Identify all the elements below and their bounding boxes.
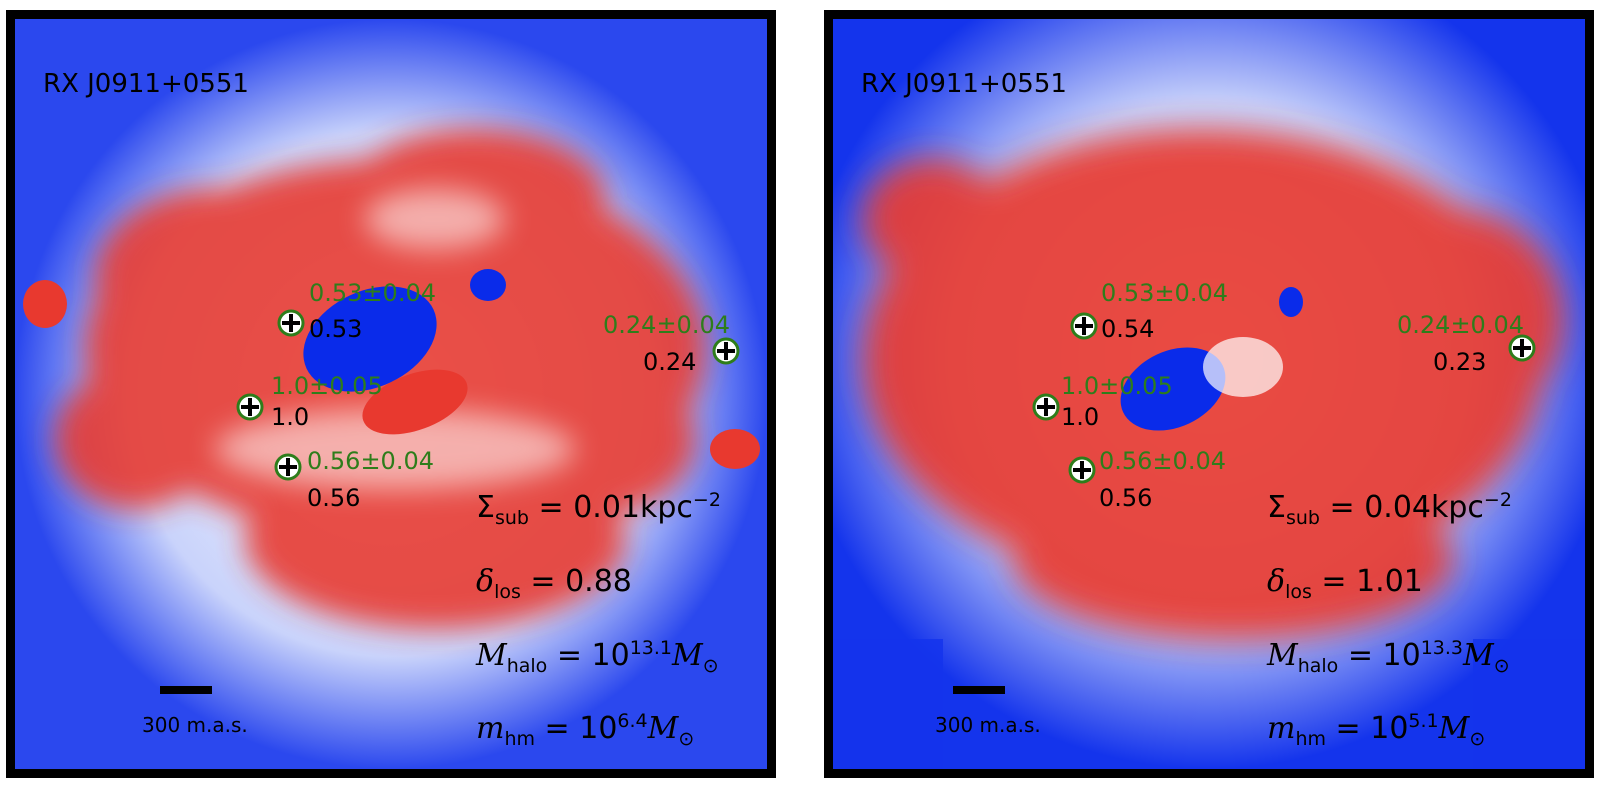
model-flux-d: 0.56 — [1099, 484, 1153, 512]
observed-flux-c: 1.0±0.05 — [271, 372, 383, 400]
lens-system-title: RX J0911+0551 — [861, 69, 1067, 99]
observed-flux-a: 0.53±0.04 — [309, 279, 436, 307]
lensed-image-marker-c — [236, 393, 264, 421]
model-flux-c: 1.0 — [271, 403, 310, 431]
observed-flux-c: 1.0±0.05 — [1061, 372, 1173, 400]
model-flux-b: 0.24 — [643, 348, 697, 376]
scale-bar — [160, 686, 212, 694]
delta-los-param: δlos = 0.88 — [476, 564, 632, 603]
convergence-map-panel-right: RX J0911+0551 0.53±0.04 0.54 0.24±0.04 0… — [824, 10, 1594, 778]
halo-mass-param: Mhalo = 1013.3M⊙ — [1267, 637, 1510, 677]
convergence-map-image — [833, 19, 1585, 769]
sigma-sub-param: Σsub = 0.04kpc−2 — [1267, 489, 1512, 529]
lensed-image-marker-d — [274, 453, 302, 481]
halo-mass-param: Mhalo = 1013.1M⊙ — [476, 637, 719, 677]
observed-flux-b: 0.24±0.04 — [603, 311, 730, 339]
scale-bar-label: 300 m.a.s. — [935, 713, 1041, 737]
lensed-image-marker-d — [1068, 456, 1096, 484]
observed-flux-d: 0.56±0.04 — [1099, 447, 1226, 475]
observed-flux-d: 0.56±0.04 — [307, 447, 434, 475]
observed-flux-b: 0.24±0.04 — [1397, 311, 1524, 339]
convergence-map-image — [15, 19, 767, 769]
delta-los-param: δlos = 1.01 — [1267, 564, 1423, 603]
half-mode-mass-param: mhm = 105.1M⊙ — [1267, 710, 1486, 750]
model-flux-d: 0.56 — [307, 484, 361, 512]
scale-bar — [953, 686, 1005, 694]
model-flux-c: 1.0 — [1061, 403, 1100, 431]
observed-flux-a: 0.53±0.04 — [1101, 279, 1228, 307]
lens-system-title: RX J0911+0551 — [43, 69, 249, 99]
lensed-image-marker-b — [712, 337, 740, 365]
lensed-image-marker-a — [277, 309, 305, 337]
lensed-image-marker-b — [1508, 334, 1536, 362]
half-mode-mass-param: mhm = 106.4M⊙ — [476, 710, 695, 750]
model-flux-b: 0.23 — [1433, 348, 1487, 376]
model-flux-a: 0.53 — [309, 315, 363, 343]
model-flux-a: 0.54 — [1101, 315, 1155, 343]
scale-bar-label: 300 m.a.s. — [142, 713, 248, 737]
convergence-map-panel-left: RX J0911+0551 0.53±0.04 0.53 0.24±0.04 0… — [6, 10, 776, 778]
lensed-image-marker-a — [1070, 312, 1098, 340]
sigma-sub-param: Σsub = 0.01kpc−2 — [476, 489, 721, 529]
lensed-image-marker-c — [1032, 393, 1060, 421]
